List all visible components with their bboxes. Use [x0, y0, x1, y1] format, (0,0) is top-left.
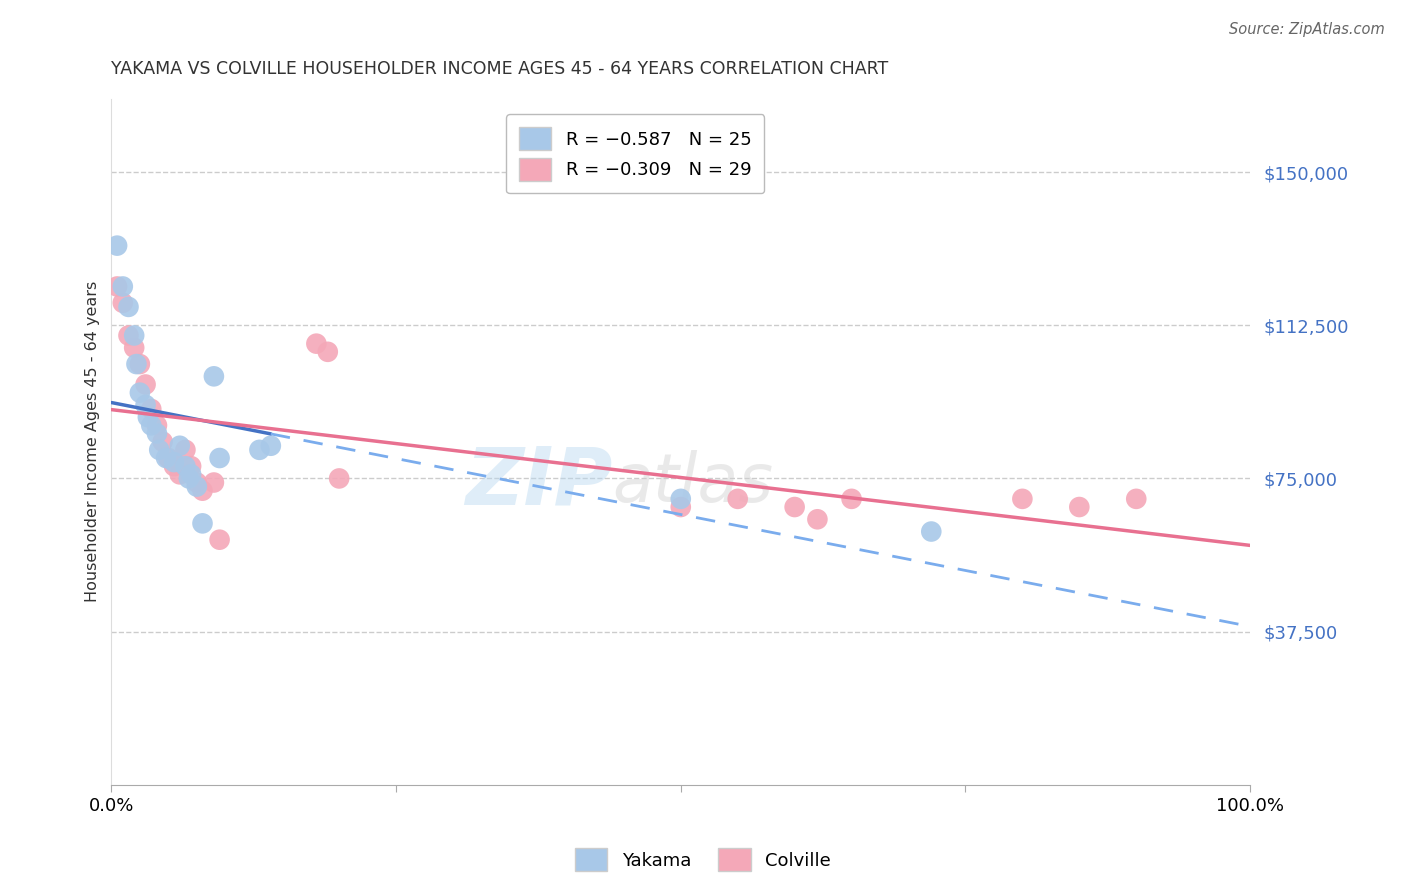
Point [152, 434, 174, 449]
Point [1125, 491, 1147, 506]
Point [806, 512, 828, 526]
Point [125, 357, 148, 371]
Point [186, 475, 208, 490]
Y-axis label: Householder Income Ages 45 - 64 years: Householder Income Ages 45 - 64 years [86, 281, 100, 602]
Point [128, 357, 150, 371]
Point [669, 491, 692, 506]
Point [105, 279, 128, 293]
Point [177, 471, 200, 485]
Point [1069, 500, 1091, 514]
Text: YAKAMA VS COLVILLE HOUSEHOLDER INCOME AGES 45 - 64 YEARS CORRELATION CHART: YAKAMA VS COLVILLE HOUSEHOLDER INCOME AG… [111, 60, 889, 78]
Point [117, 300, 139, 314]
Point [135, 398, 157, 412]
Point [316, 344, 339, 359]
Point [146, 418, 169, 433]
Point [783, 500, 806, 514]
Point [157, 450, 180, 465]
Point [155, 450, 177, 465]
Point [180, 467, 202, 482]
Point [117, 328, 139, 343]
Point [202, 475, 225, 490]
Point [169, 439, 191, 453]
Point [174, 442, 197, 457]
Point [841, 491, 863, 506]
Point [141, 402, 163, 417]
Point [136, 410, 159, 425]
Point [105, 238, 128, 252]
Point [920, 524, 942, 539]
Point [169, 467, 191, 482]
Point [191, 483, 214, 498]
Point [163, 455, 186, 469]
Text: ZIP: ZIP [465, 444, 613, 522]
Point [180, 459, 202, 474]
Point [163, 459, 186, 474]
Point [141, 418, 163, 433]
Text: atlas: atlas [613, 450, 773, 516]
Point [191, 516, 214, 531]
Legend: R = −0.587   N = 25, R = −0.309   N = 29: R = −0.587 N = 25, R = −0.309 N = 29 [506, 114, 765, 194]
Point [186, 480, 208, 494]
Point [174, 459, 197, 474]
Point [128, 385, 150, 400]
Text: Source: ZipAtlas.com: Source: ZipAtlas.com [1229, 22, 1385, 37]
Point [208, 533, 231, 547]
Point [146, 426, 169, 441]
Point [727, 491, 749, 506]
Point [148, 442, 170, 457]
Point [249, 442, 271, 457]
Point [1011, 491, 1033, 506]
Point [122, 328, 145, 343]
Point [669, 500, 692, 514]
Point [122, 341, 145, 355]
Point [111, 279, 134, 293]
Point [260, 439, 283, 453]
Point [305, 336, 328, 351]
Legend: Yakama, Colville: Yakama, Colville [568, 841, 838, 879]
Point [111, 295, 134, 310]
Point [328, 471, 350, 485]
Point [202, 369, 225, 384]
Point [135, 377, 157, 392]
Point [208, 450, 231, 465]
